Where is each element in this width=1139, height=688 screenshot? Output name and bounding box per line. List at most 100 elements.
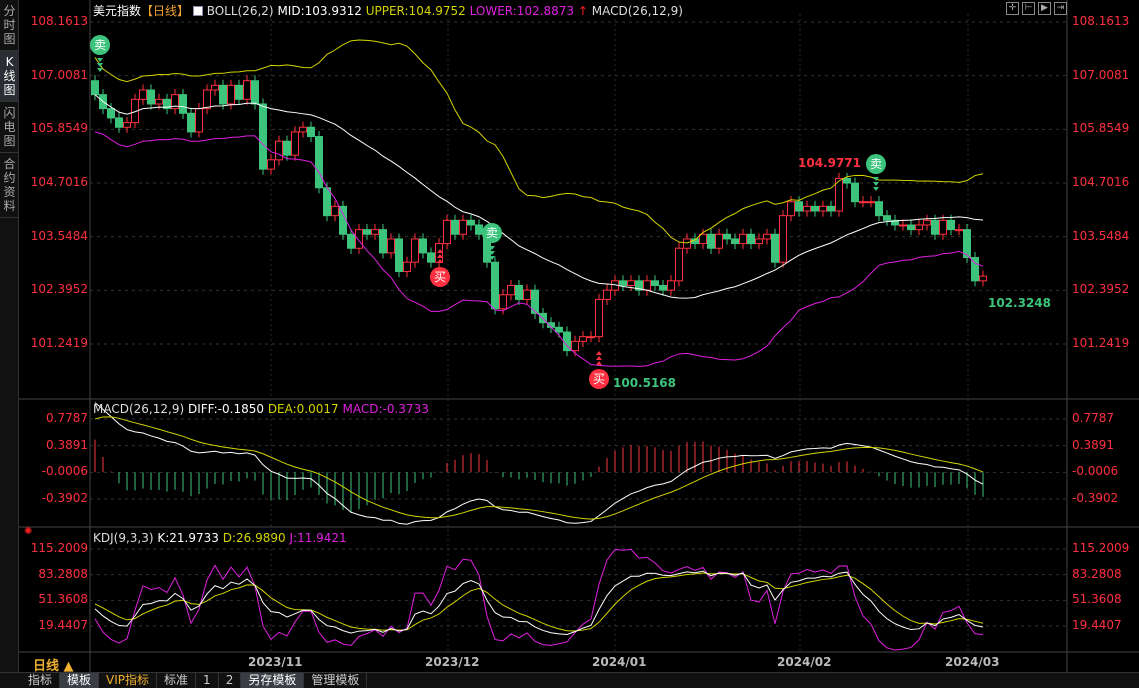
candle-up: [803, 205, 811, 212]
high-price-label: 104.9771: [798, 156, 862, 170]
candle-up: [195, 108, 203, 133]
candle-up: [955, 229, 963, 232]
candle-up: [523, 289, 531, 300]
candle-up: [979, 275, 987, 282]
candle-up: [755, 238, 763, 245]
candle-down: [875, 201, 883, 217]
sell-signal-badge[interactable]: 卖: [482, 223, 502, 243]
price-tick-right: 107.0081: [1072, 67, 1130, 82]
tab-manage-templates[interactable]: 管理模板: [304, 673, 368, 688]
macd-tick-right: 0.3891: [1072, 437, 1114, 452]
sidebar-item-kline[interactable]: K线图: [0, 51, 19, 102]
sell-arrow-icon: [97, 68, 103, 72]
crosshair-icon[interactable]: ✛: [1006, 2, 1019, 15]
candle-up: [139, 89, 147, 100]
buy-arrow-icon: [596, 356, 602, 360]
candle-down: [323, 187, 331, 217]
step-back-icon[interactable]: ⊢: [1022, 2, 1035, 15]
boll-lower-line: [94, 131, 984, 367]
indicator-chart-icon[interactable]: [192, 6, 203, 16]
macd-tick: -0.3902: [41, 490, 88, 505]
tab-save-template[interactable]: 另存模板: [241, 673, 305, 688]
price-tick-right: 101.2419: [1072, 336, 1130, 351]
tab-vip-indicators[interactable]: VIP指标: [99, 673, 158, 688]
candle-up: [411, 238, 419, 263]
buy-signal-badge[interactable]: 买: [430, 267, 450, 287]
candle-down: [731, 238, 739, 245]
kdj-tick: 51.3608: [38, 592, 88, 607]
sidebar-item-flash[interactable]: 闪电图: [0, 102, 19, 153]
sell-signal-badge[interactable]: 卖: [866, 154, 886, 174]
price-tick: 101.2419: [30, 336, 88, 351]
candle-down: [619, 280, 627, 286]
candle-down: [107, 108, 115, 119]
candle-down: [451, 219, 459, 235]
buy-arrow-icon: [596, 361, 602, 365]
macd-tick-right: 0.7787: [1072, 411, 1114, 425]
candle-down: [659, 284, 667, 291]
candle-up: [203, 89, 211, 110]
candle-up: [507, 284, 515, 296]
candle-up: [763, 233, 771, 240]
kdj-tick-right: 51.3608: [1072, 592, 1122, 607]
candle-down: [379, 229, 387, 254]
candle-down: [971, 257, 979, 282]
boll-upper: UPPER:104.9752: [365, 4, 466, 18]
candle-down: [771, 233, 779, 263]
candle-up: [739, 233, 747, 245]
buy-signal-badge[interactable]: 买: [589, 369, 609, 389]
sell-signal-badge[interactable]: 卖: [90, 35, 110, 55]
candle-down: [843, 177, 851, 184]
price-tick-right: 104.7016: [1072, 175, 1130, 189]
tab-1[interactable]: 1: [196, 673, 219, 688]
candle-down: [347, 233, 355, 249]
x-tick: 2024/01: [592, 655, 647, 669]
tab-template[interactable]: 模板: [60, 673, 100, 688]
candle-up: [459, 219, 467, 235]
sell-arrow-icon: [97, 58, 103, 62]
candle-up: [715, 233, 723, 249]
kdj-tick: 83.2808: [38, 566, 88, 581]
candle-down: [163, 98, 171, 110]
boll-mid: MID:103.9312: [277, 4, 362, 18]
x-tick: 2023/12: [425, 655, 480, 669]
price-tick-right: 108.1613: [1072, 14, 1130, 28]
candle-down: [219, 84, 227, 105]
candle-down: [891, 219, 899, 226]
tab-indicators[interactable]: 指标: [0, 673, 61, 688]
tab-2[interactable]: 2: [219, 673, 242, 688]
candle-up: [779, 215, 787, 263]
buy-arrow-icon: [437, 254, 443, 258]
candle-up: [211, 84, 219, 91]
macd-dea: DEA:0.0017: [267, 402, 339, 416]
candle-up: [603, 289, 611, 300]
sidebar-item-contract-info[interactable]: 合约资料: [0, 153, 19, 218]
sell-arrow-icon: [489, 246, 495, 250]
price-tick: 105.8549: [30, 121, 88, 136]
play-icon[interactable]: ▶: [1038, 2, 1051, 15]
kdj-tick: 19.4407: [38, 617, 88, 632]
candle-up: [923, 219, 931, 226]
sell-arrow-icon: [489, 256, 495, 260]
candle-down: [555, 326, 563, 333]
jump-end-icon[interactable]: ⇥: [1054, 2, 1067, 15]
kdj-tick-right: 115.2009: [1072, 541, 1130, 555]
kdj-j: J:11.9421: [289, 531, 347, 545]
sell-arrow-icon: [97, 63, 103, 67]
period-selector[interactable]: 日线 ▲: [33, 659, 74, 674]
candle-down: [851, 182, 859, 203]
candle-down: [515, 284, 523, 300]
candle-up: [787, 201, 795, 217]
sidebar: 分时图 K线图 闪电图 合约资料: [0, 0, 19, 672]
candle-up: [355, 229, 363, 249]
buy-arrow-icon: [596, 351, 602, 355]
candle-up: [859, 201, 867, 204]
candle-up: [131, 98, 139, 124]
sidebar-item-timeshare[interactable]: 分时图: [0, 0, 19, 51]
tab-standard[interactable]: 标准: [157, 673, 197, 688]
candle-down: [651, 280, 659, 286]
candle-down: [795, 201, 803, 212]
candle-up: [227, 84, 235, 105]
settings-sun-icon[interactable]: ✺: [24, 526, 33, 537]
